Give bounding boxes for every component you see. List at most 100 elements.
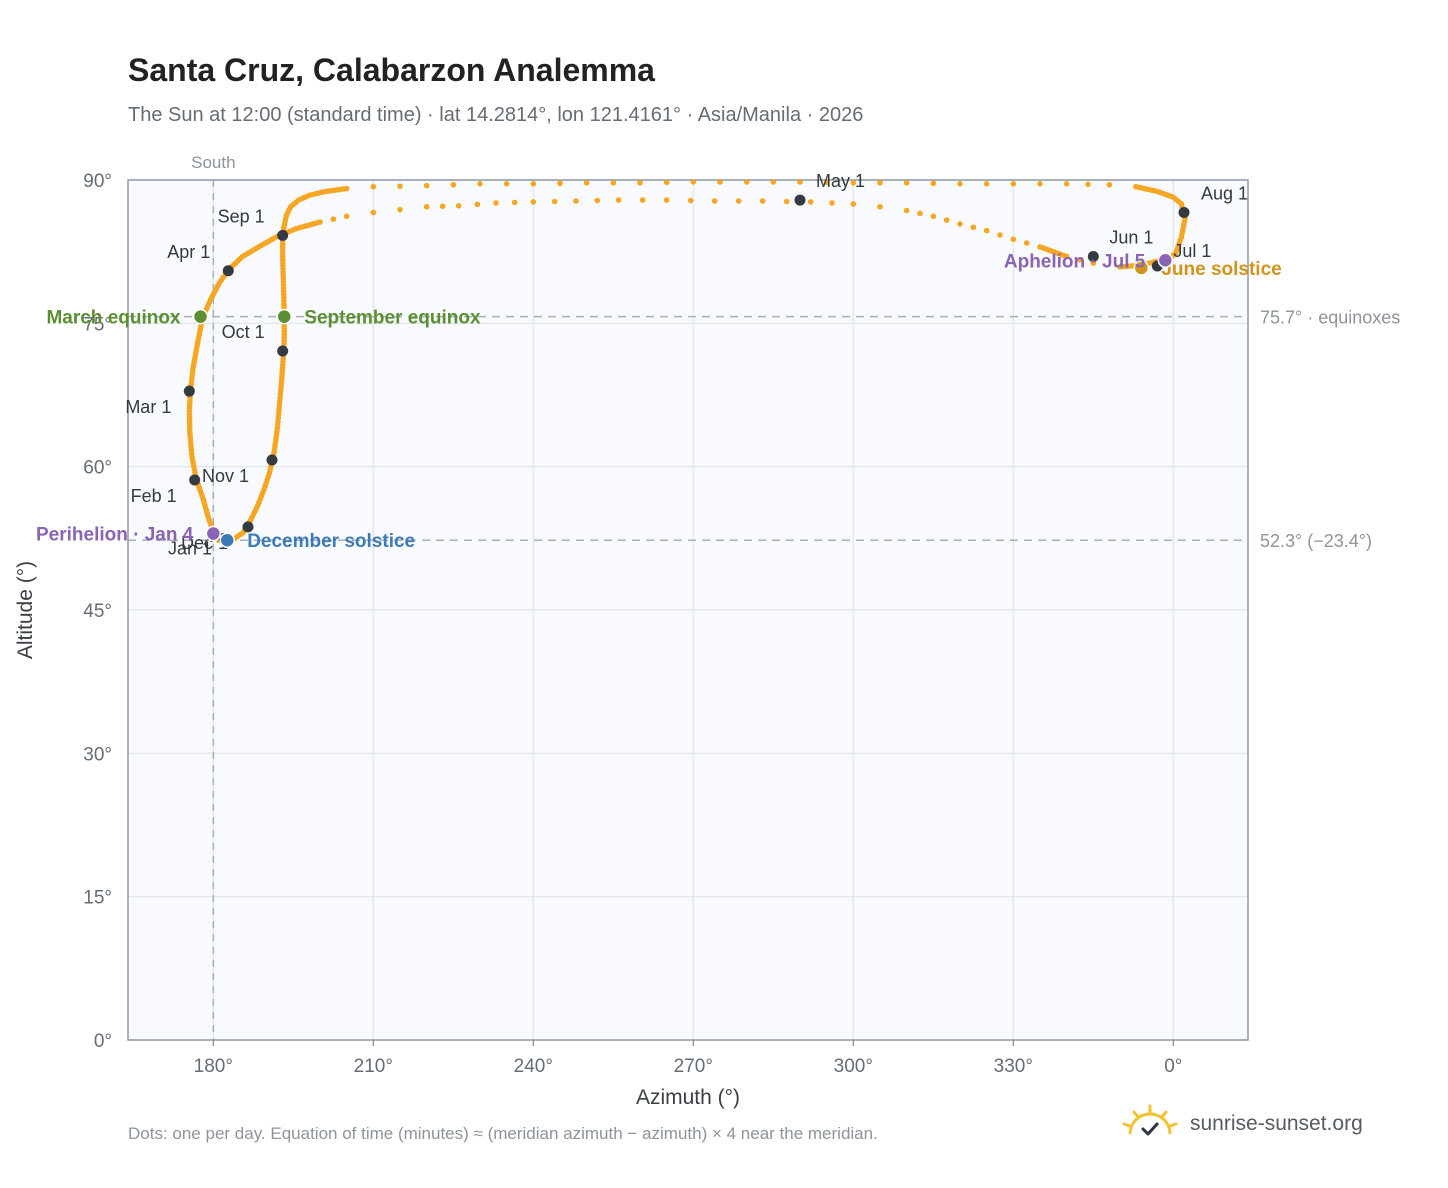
daily-dot	[530, 199, 537, 205]
brand-name[interactable]: sunrise-sunset.org	[1190, 1112, 1363, 1135]
event-marker-dot	[1133, 260, 1150, 276]
month-marker-dot	[222, 265, 234, 277]
daily-dot	[1077, 256, 1083, 263]
reference-line-label: 75.7° · equinoxes	[1260, 308, 1400, 328]
month-marker-label: May 1	[816, 171, 865, 191]
daily-dot	[930, 180, 937, 187]
event-marker-label: December solstice	[247, 531, 415, 552]
daily-dot	[639, 197, 646, 203]
daily-dot	[1010, 236, 1017, 243]
y-axis-label: Altitude (°)	[14, 561, 37, 659]
y-tick-label: 30°	[83, 744, 112, 765]
daily-dot	[903, 207, 910, 214]
daily-dot	[735, 198, 742, 204]
grid-lines	[128, 179, 1248, 1041]
y-tick-label: 75°	[83, 314, 112, 335]
event-marker-dot	[276, 308, 293, 325]
month-marker-label: Jun 1	[1109, 227, 1153, 247]
chart-subtitle: The Sun at 12:00 (standard time) · lat 1…	[128, 104, 864, 126]
daily-dot	[439, 203, 446, 210]
daily-dot	[663, 197, 670, 203]
daily-dot	[877, 203, 883, 210]
daily-dot	[503, 181, 510, 187]
daily-dot	[370, 209, 377, 216]
daily-dot	[903, 180, 910, 186]
daily-dot	[743, 179, 750, 185]
daily-dot	[687, 197, 694, 204]
daily-dot	[511, 199, 518, 206]
daily-dot	[1023, 240, 1030, 246]
month-marker-label: Oct 1	[222, 322, 265, 342]
x-tick-label: 270°	[674, 1056, 713, 1077]
daily-dot	[397, 183, 403, 190]
event-marker-label: June solstice	[1161, 259, 1281, 280]
month-marker-label: Nov 1	[202, 466, 249, 486]
daily-dot	[594, 197, 601, 204]
daily-dot	[1063, 253, 1070, 260]
reference-lines: South 75.7° · equinoxes 52.3° (−23.4°)	[128, 153, 1400, 1040]
chart-title: Santa Cruz, Calabarzon Analemma	[128, 52, 655, 88]
y-tick-label: 0°	[94, 1031, 112, 1052]
daily-dot	[783, 198, 790, 205]
daily-dot	[807, 199, 814, 205]
event-marker-dot	[205, 525, 222, 542]
daily-dot	[423, 203, 430, 210]
month-marker-dot	[277, 345, 289, 357]
daily-dot	[797, 179, 803, 185]
y-tick-label: 15°	[83, 888, 112, 909]
meridian-label: South	[191, 153, 235, 172]
month-marker-dot	[242, 521, 254, 533]
x-tick-label: 240°	[514, 1056, 553, 1077]
month-marker-label: Apr 1	[167, 242, 210, 262]
daily-dot	[474, 201, 481, 208]
daily-dot	[877, 180, 883, 186]
daily-dot	[850, 180, 857, 186]
event-markers: March equinox September equinox December s…	[36, 251, 1282, 552]
y-tick-label: 90°	[83, 171, 112, 192]
month-marker-label: Jul 1	[1173, 241, 1211, 261]
daily-dot	[455, 203, 462, 209]
event-marker-dot	[192, 308, 209, 325]
daily-dot	[637, 180, 643, 186]
axis-ticks: 180° 210° 240° 270° 300° 330° 0° 0° 15° 30° 45° 60°…	[83, 171, 1182, 1077]
brand[interactable]: sunrise-sunset.org	[1120, 1100, 1400, 1148]
daily-dot	[823, 179, 830, 186]
daily-dot	[1085, 181, 1091, 188]
daily-dot	[957, 181, 963, 187]
event-marker-dot	[219, 532, 235, 548]
daily-dot	[610, 180, 617, 186]
event-marker-label: Perihelion · Jan 4	[36, 525, 194, 546]
event-marker-label: March equinox	[46, 308, 181, 329]
daily-dot	[943, 217, 950, 223]
daily-dot	[477, 181, 483, 187]
reference-line-label: 52.3° (−23.4°)	[1260, 531, 1372, 551]
daily-dot	[370, 183, 377, 190]
daily-dot	[423, 182, 430, 189]
daily-dot	[1037, 181, 1043, 187]
daily-dot	[397, 206, 403, 213]
month-marker-dot	[794, 194, 806, 206]
y-tick-label: 45°	[83, 601, 112, 622]
daily-dot	[711, 198, 718, 204]
x-tick-label: 210°	[354, 1056, 393, 1077]
daily-dot	[493, 200, 499, 206]
x-tick-label: 330°	[994, 1056, 1033, 1077]
daily-dot	[850, 201, 857, 207]
y-tick-label: 60°	[83, 458, 112, 479]
daily-dot	[983, 227, 990, 234]
month-marker-dot	[1087, 250, 1099, 262]
daily-dot	[997, 232, 1003, 238]
daily-dot	[450, 181, 457, 188]
month-marker-dot	[183, 385, 195, 397]
daily-dot	[690, 179, 697, 185]
daily-dot	[663, 179, 670, 186]
daily-dot	[583, 180, 590, 186]
month-marker-label: Feb 1	[131, 486, 177, 506]
daily-dot	[557, 180, 563, 187]
daily-dot	[551, 198, 558, 205]
daily-dot	[530, 181, 537, 187]
daily-dot	[759, 198, 766, 204]
plot-frame	[127, 179, 1249, 1041]
daily-dot	[930, 213, 937, 220]
